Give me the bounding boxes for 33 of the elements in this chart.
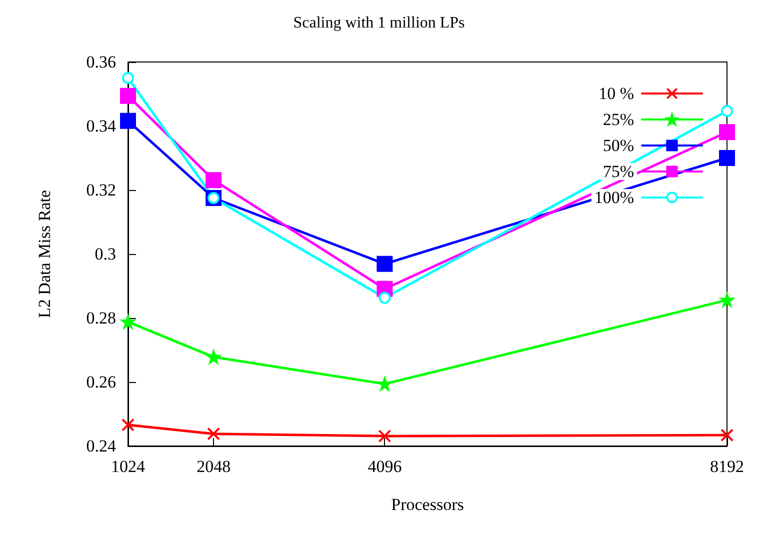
point	[122, 72, 134, 84]
y-tick-label: 0.28	[86, 308, 116, 328]
y-tick-label: 0.36	[86, 52, 116, 72]
point	[378, 292, 391, 304]
point	[120, 112, 136, 129]
point	[122, 418, 134, 432]
legend-label: 10 %	[598, 84, 634, 103]
point	[120, 88, 136, 104]
point	[206, 172, 222, 188]
y-tick-label: 0.34	[86, 116, 116, 136]
point	[721, 104, 733, 117]
legend-label: 25%	[602, 110, 634, 129]
legend-label: 50%	[602, 136, 634, 155]
point	[378, 430, 392, 443]
point	[719, 124, 735, 140]
legend-label: 75%	[602, 162, 634, 181]
point	[719, 150, 735, 166]
x-tick-label: 8192	[710, 457, 744, 476]
point	[376, 256, 393, 272]
x-tick-label: 1024	[111, 457, 146, 476]
legend-label: 100%	[594, 188, 634, 207]
x-tick-label: 4096	[368, 457, 402, 476]
y-tick-label: 0.3	[94, 244, 116, 264]
chart-title: Scaling with 1 million LPs	[293, 14, 465, 32]
point	[378, 377, 392, 390]
point	[720, 428, 734, 442]
x-axis-title: Processors	[391, 495, 464, 514]
x-tick-label: 2048	[196, 457, 231, 476]
point	[207, 427, 220, 440]
y-tick-label: 0.24	[86, 436, 116, 456]
y-axis-title: L2 Data Miss Rate	[35, 190, 54, 318]
y-tick-label: 0.32	[86, 180, 116, 200]
y-tick-label: 0.26	[86, 372, 116, 392]
